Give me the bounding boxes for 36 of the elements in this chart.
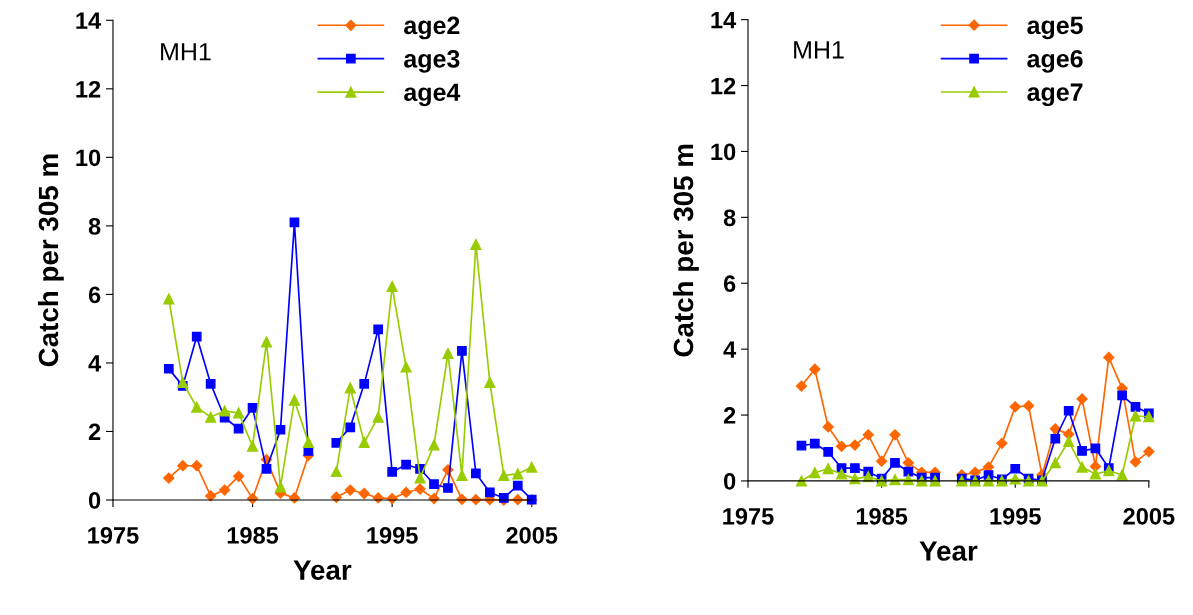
- legend-label: age4: [404, 83, 461, 107]
- x-tick-label: 1975: [88, 527, 139, 544]
- x-tick-label: 1975: [723, 507, 774, 525]
- y-tick-label: 12: [711, 77, 736, 95]
- y-tick-label: 10: [76, 149, 101, 167]
- legend-label: age2: [404, 16, 460, 40]
- y-tick-label: 2: [723, 407, 736, 424]
- y-tick-label: 6: [88, 286, 101, 304]
- x-axis-title: Year: [919, 541, 978, 561]
- y-tick-label: 12: [76, 80, 101, 98]
- y-tick-label: 6: [723, 275, 736, 293]
- legend-label: age7: [1027, 83, 1083, 107]
- legend-label: age5: [1027, 16, 1083, 40]
- x-tick-label: 1985: [227, 527, 279, 544]
- y-tick-label: 14: [76, 12, 102, 29]
- y-axis-title: Catch per 305 m: [672, 144, 699, 357]
- annotation: MH1: [161, 43, 211, 61]
- y-tick-label: 0: [724, 473, 736, 490]
- x-tick-label: 1995: [367, 527, 418, 544]
- legend-label: age3: [404, 49, 460, 73]
- x-tick-label: 1995: [990, 507, 1041, 525]
- y-tick-label: 4: [88, 355, 102, 372]
- y-tick-label: 8: [88, 217, 101, 235]
- y-tick-label: 10: [711, 143, 736, 161]
- x-tick-label: 2005: [506, 527, 558, 544]
- y-tick-label: 14: [711, 11, 737, 29]
- y-tick-label: 4: [723, 341, 737, 358]
- legend-label: age6: [1027, 49, 1083, 73]
- y-tick-label: 0: [88, 492, 101, 509]
- x-axis-title: Year: [293, 560, 352, 580]
- y-tick-label: 2: [88, 423, 101, 441]
- y-axis-title: Catch per 305 m: [37, 154, 64, 367]
- y-tick-label: 8: [723, 209, 736, 227]
- annotation: MH1: [794, 41, 844, 59]
- x-tick-label: 2005: [1123, 507, 1175, 525]
- x-tick-label: 1985: [856, 507, 908, 525]
